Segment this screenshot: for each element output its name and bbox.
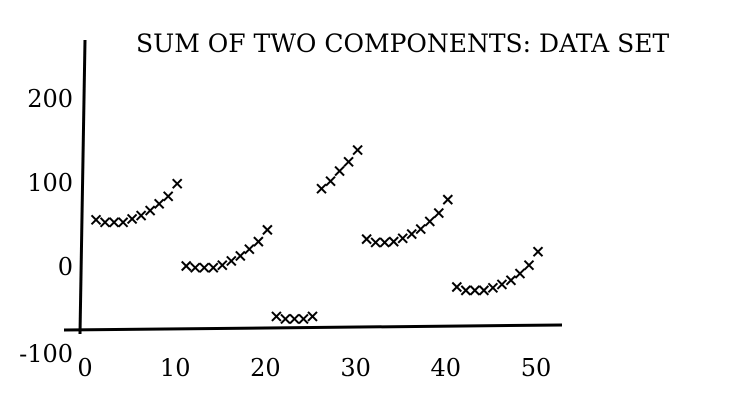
- x-tick-label: 20: [250, 354, 281, 382]
- data-point: [126, 213, 138, 225]
- data-point: [99, 217, 111, 228]
- data-point: [199, 262, 210, 273]
- data-point: [478, 285, 490, 296]
- data-point: [271, 311, 282, 322]
- data-point: [217, 259, 228, 271]
- data-point: [325, 175, 336, 187]
- chart-title: SUM OF TWO COMPONENTS: DATA SET: [136, 29, 669, 58]
- data-point: [343, 156, 354, 168]
- data-point: [162, 191, 174, 202]
- x-axis-line: [63, 323, 563, 332]
- x-tick-label: 40: [431, 354, 462, 382]
- data-point: [144, 205, 156, 216]
- data-point: [190, 262, 201, 273]
- data-point: [289, 313, 300, 325]
- data-point: [108, 217, 120, 228]
- data-point: [208, 262, 219, 273]
- data-point: [253, 236, 264, 247]
- data-point: [117, 217, 129, 228]
- x-tick-label: 0: [77, 354, 92, 382]
- data-point: [370, 237, 381, 248]
- data-point: [316, 183, 327, 194]
- data-point: [262, 224, 273, 236]
- data-point: [451, 281, 463, 293]
- data-points: [90, 144, 544, 325]
- data-point: [424, 216, 435, 227]
- x-tick-label: 30: [340, 354, 371, 382]
- axes: [63, 39, 563, 335]
- data-point: [334, 165, 345, 177]
- data-point: [388, 236, 399, 247]
- data-point: [487, 282, 499, 294]
- data-point: [469, 285, 481, 296]
- data-point: [352, 144, 363, 156]
- data-point: [397, 233, 408, 244]
- data-point: [280, 313, 291, 325]
- y-tick-label: 0: [58, 253, 73, 281]
- data-point: [505, 275, 517, 286]
- data-point: [433, 207, 444, 219]
- data-point: [406, 228, 417, 240]
- data-point: [496, 279, 508, 290]
- data-point: [460, 285, 472, 296]
- data-point: [135, 210, 147, 221]
- data-point: [532, 246, 544, 257]
- data-point: [523, 259, 535, 271]
- data-point: [171, 178, 183, 189]
- data-point: [181, 260, 192, 272]
- y-tick-label: -100: [19, 340, 73, 368]
- data-point: [90, 214, 102, 226]
- data-point: [379, 237, 390, 248]
- data-point: [235, 250, 246, 262]
- data-point: [307, 311, 318, 322]
- data-point: [361, 233, 372, 245]
- data-point: [415, 223, 426, 235]
- x-tick-labels: 0 10 20 30 40 50: [77, 354, 551, 382]
- y-tick-label: 100: [27, 169, 73, 197]
- data-point: [442, 194, 454, 205]
- x-tick-label: 10: [160, 354, 191, 382]
- x-tick-label: 50: [521, 354, 552, 382]
- data-point: [244, 243, 255, 255]
- y-tick-labels: -100 0 100 200: [19, 85, 73, 368]
- y-tick-label: 200: [27, 85, 73, 113]
- data-point: [153, 198, 165, 210]
- data-point: [226, 255, 237, 267]
- data-point: [298, 313, 309, 325]
- y-axis-line: [78, 39, 87, 335]
- data-point: [514, 268, 526, 279]
